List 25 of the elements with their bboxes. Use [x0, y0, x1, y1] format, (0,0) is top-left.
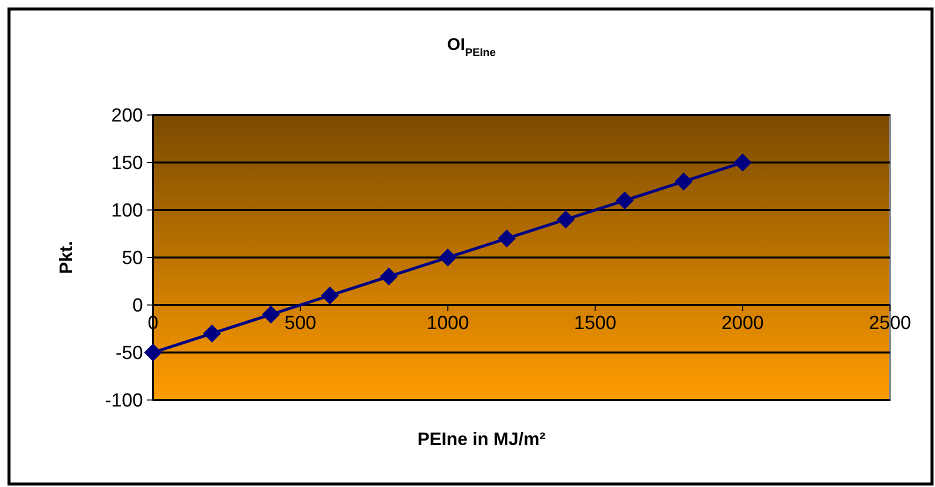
y-axis-title: Pkt.	[56, 240, 76, 274]
y-tick-label: 200	[111, 106, 143, 127]
y-tick-label: -100	[104, 390, 143, 412]
point	[616, 192, 634, 210]
point	[262, 306, 280, 324]
x-axis-title: PEIne in MJ/m²	[417, 429, 546, 449]
y-tick-label: -50	[116, 343, 143, 364]
x-tick-label: 1500	[574, 313, 616, 334]
x-tick-label: 500	[284, 313, 316, 334]
y-tick-label: 0	[132, 296, 143, 317]
point	[380, 268, 398, 286]
point	[144, 344, 162, 362]
point	[674, 172, 693, 190]
chart-title: OI$_{PEIne}$	[447, 35, 496, 59]
point	[202, 324, 221, 342]
point	[320, 286, 339, 304]
point	[556, 210, 575, 228]
y-tick-label: 100	[111, 200, 143, 222]
point	[498, 230, 516, 248]
point	[734, 154, 752, 172]
x-tick-label: 2000	[721, 313, 764, 334]
y-tick-label: 150	[111, 153, 143, 174]
x-tick-label: 1000	[426, 313, 469, 334]
point	[438, 248, 457, 266]
y-tick-label: 50	[122, 248, 143, 270]
